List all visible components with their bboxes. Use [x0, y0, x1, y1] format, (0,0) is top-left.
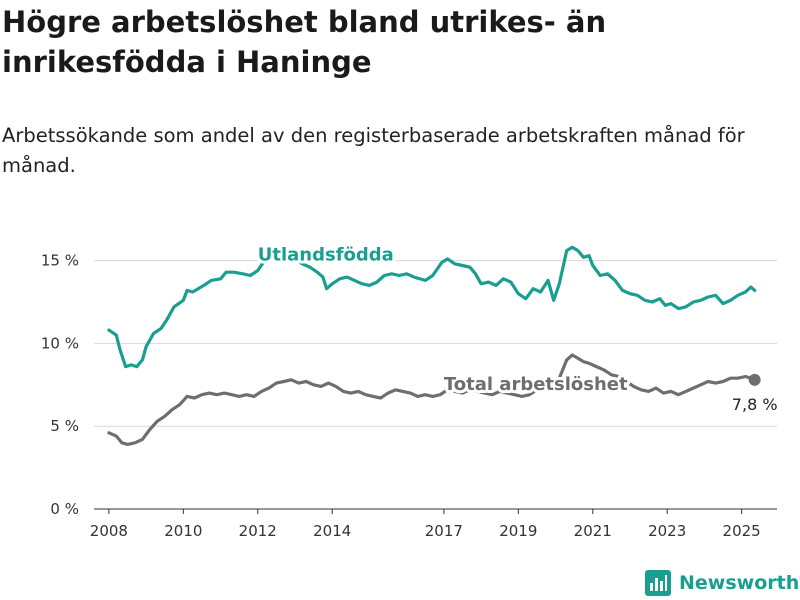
x-tick-label: 2019	[499, 522, 537, 540]
x-tick-label: 2010	[164, 522, 202, 540]
y-tick-label: 15 %	[41, 252, 79, 270]
series-line-total	[107, 353, 757, 446]
grid-lines: 0 % 5 % 10 % 15 %	[41, 252, 777, 518]
newsworthy-logo: Newsworthy	[645, 568, 800, 598]
series-labels: Utlandsfödda Total arbetslöshet 7,8 %	[255, 242, 778, 414]
x-axis: 2008 2010 2012 2014 2017 2019 2021 2023 2025	[90, 508, 777, 540]
x-tick-label: 2025	[723, 522, 761, 540]
series-label-utlandsfodda: Utlandsfödda	[258, 245, 394, 266]
x-tick-label: 2021	[574, 522, 612, 540]
series-label-total: Total arbetslöshet	[444, 374, 628, 395]
series-line-utlandsfodda	[107, 245, 757, 369]
y-tick-label: 5 %	[50, 417, 79, 435]
x-tick-label: 2017	[425, 522, 463, 540]
end-value-label: 7,8 %	[732, 395, 778, 414]
chart-subtitle: Arbetssökande som andel av den registerb…	[2, 124, 745, 177]
x-tick-label: 2008	[90, 522, 128, 540]
end-point-marker	[748, 373, 761, 386]
bar-chart-icon	[645, 570, 671, 596]
x-tick-label: 2023	[648, 522, 686, 540]
series-lines	[107, 245, 757, 446]
chart-title: Högre arbetslöshet bland utrikes- än inr…	[2, 5, 607, 79]
brand-name: Newsworthy	[679, 572, 800, 594]
y-tick-label: 10 %	[41, 334, 79, 352]
x-tick-label: 2014	[313, 522, 351, 540]
x-tick-label: 2012	[239, 522, 277, 540]
y-tick-label: 0 %	[50, 500, 79, 518]
